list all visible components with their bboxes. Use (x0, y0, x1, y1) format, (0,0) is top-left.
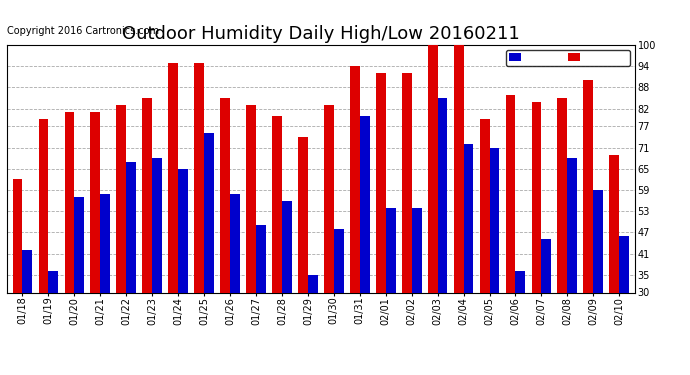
Bar (23, 250, 32, 375)
Bar (376, 73, 386, 375)
Bar (117, 105, 126, 375)
Bar (584, 80, 593, 375)
Bar (480, 119, 489, 375)
Legend: Low  (%), High  (%): Low (%), High (%) (506, 50, 630, 66)
Bar (386, 208, 395, 375)
Bar (246, 105, 256, 375)
Bar (256, 225, 266, 375)
Bar (334, 229, 344, 375)
Bar (350, 66, 359, 375)
Bar (272, 116, 282, 375)
Bar (593, 190, 603, 375)
Bar (168, 63, 178, 375)
Bar (324, 105, 334, 375)
Bar (619, 236, 629, 375)
Bar (464, 144, 473, 375)
Bar (567, 158, 578, 375)
Bar (220, 98, 230, 375)
Bar (152, 158, 162, 375)
Bar (609, 154, 619, 375)
Bar (558, 98, 567, 375)
Bar (437, 98, 448, 375)
Bar (48, 271, 58, 375)
Bar (402, 73, 412, 375)
Bar (75, 197, 84, 375)
Bar (126, 162, 136, 375)
Bar (178, 169, 188, 375)
Bar (489, 147, 500, 375)
Bar (428, 45, 437, 375)
Bar (282, 201, 292, 375)
Bar (454, 45, 464, 375)
Bar (531, 102, 542, 375)
Bar (204, 134, 214, 375)
Bar (542, 240, 551, 375)
Bar (100, 194, 110, 375)
Bar (359, 116, 370, 375)
Text: Copyright 2016 Cartronics.com: Copyright 2016 Cartronics.com (7, 26, 159, 36)
Bar (194, 63, 204, 375)
Bar (506, 94, 515, 375)
Bar (90, 112, 100, 375)
Title: Outdoor Humidity Daily High/Low 20160211: Outdoor Humidity Daily High/Low 20160211 (122, 26, 520, 44)
Bar (308, 275, 317, 375)
Bar (230, 194, 240, 375)
Bar (39, 119, 48, 375)
Bar (12, 179, 23, 375)
Bar (64, 112, 75, 375)
Bar (142, 98, 152, 375)
Bar (412, 208, 422, 375)
Bar (515, 271, 525, 375)
Bar (298, 137, 308, 375)
